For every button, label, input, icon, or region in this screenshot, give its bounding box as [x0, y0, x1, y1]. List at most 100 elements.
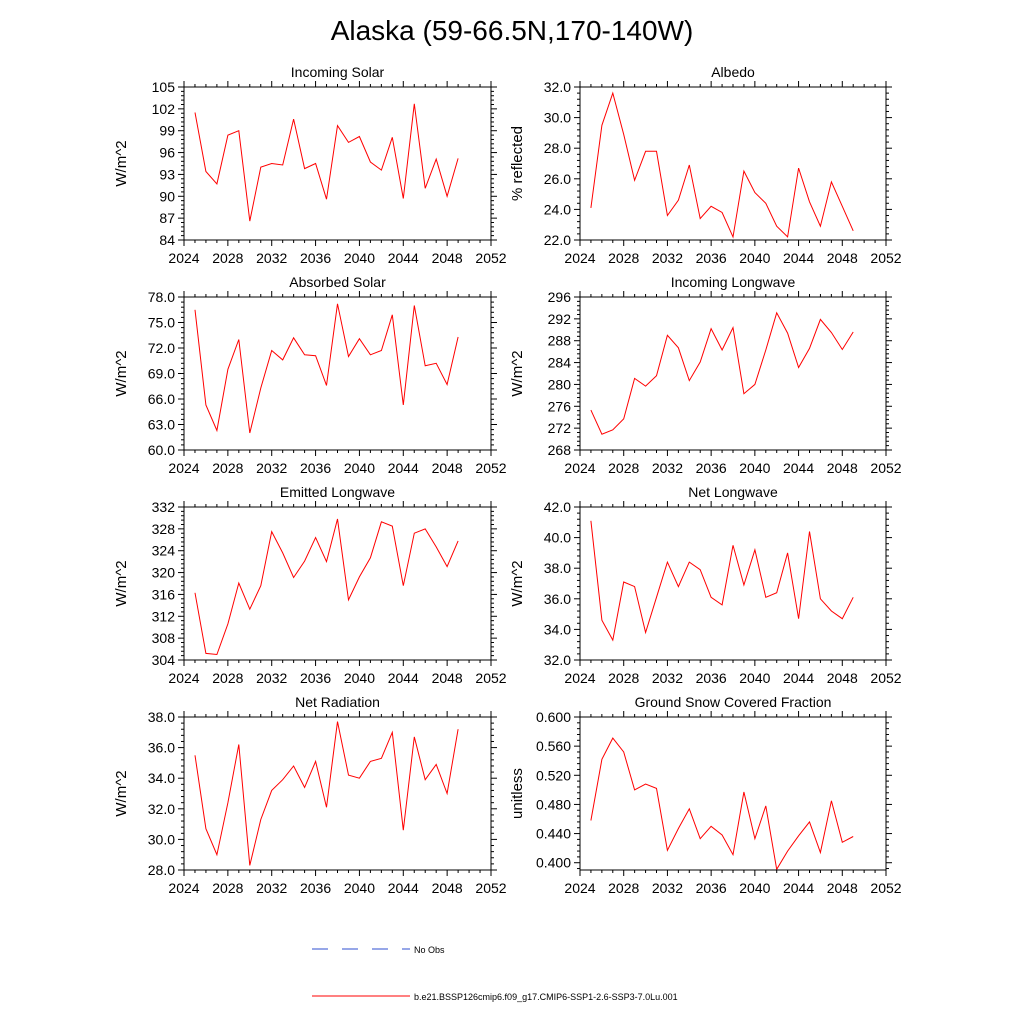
y-tick-label: 28.0 [544, 140, 571, 156]
y-tick-label: 102 [152, 101, 176, 117]
y-tick-label: 332 [152, 499, 176, 515]
x-tick-label: 2028 [608, 880, 639, 896]
y-tick-label: 312 [152, 608, 176, 624]
y-tick-label: 63.0 [148, 417, 175, 433]
x-tick-label: 2036 [696, 460, 727, 476]
x-tick-label: 2036 [696, 250, 727, 266]
x-tick-label: 2024 [168, 250, 199, 266]
x-tick-label: 2028 [212, 460, 243, 476]
plot-frame [579, 506, 887, 661]
y-tick-label: 78.0 [148, 289, 175, 305]
x-tick-label: 2052 [870, 460, 901, 476]
y-tick-label: 38.0 [148, 709, 175, 725]
x-tick-label: 2036 [300, 460, 331, 476]
y-tick-label: 0.480 [536, 796, 571, 812]
panel-title: Ground Snow Covered Fraction [635, 694, 832, 710]
y-axis-label: W/m^2 [113, 770, 130, 816]
x-tick-label: 2048 [432, 250, 463, 266]
x-tick-label: 2032 [652, 250, 683, 266]
x-tick-label: 2040 [344, 670, 375, 686]
y-tick-label: 0.400 [536, 855, 571, 871]
y-axis-label: W/m^2 [113, 350, 130, 396]
y-tick-label: 93 [159, 166, 175, 182]
x-tick-label: 2032 [652, 460, 683, 476]
panel-title: Absorbed Solar [289, 274, 386, 290]
panel-4: 2024 2028 2032 2036 2040 2044 2048 2052 304 308 31… [113, 484, 507, 686]
panel-7: 2024 2028 2032 2036 2040 2044 2048 2052 0.400 0.4… [509, 694, 902, 896]
x-tick-label: 2032 [652, 670, 683, 686]
panel-title: Incoming Solar [291, 64, 385, 80]
y-tick-label: 30.0 [544, 110, 571, 126]
x-tick-label: 2024 [168, 880, 199, 896]
y-axis-label: % reflected [509, 126, 526, 201]
x-tick-label: 2036 [696, 880, 727, 896]
y-tick-label: 30.0 [148, 831, 175, 847]
x-tick-label: 2032 [256, 250, 287, 266]
x-tick-label: 2048 [827, 460, 858, 476]
x-tick-label: 2048 [827, 670, 858, 686]
y-tick-label: 34.0 [544, 621, 571, 637]
x-tick-label: 2044 [783, 460, 814, 476]
y-tick-label: 105 [152, 79, 176, 95]
series-line-0 [590, 91, 854, 239]
series-line-0 [590, 520, 854, 642]
x-tick-label: 2040 [344, 250, 375, 266]
y-tick-label: 276 [548, 398, 572, 414]
x-tick-label: 2048 [827, 250, 858, 266]
y-tick-label: 0.520 [536, 767, 571, 783]
x-tick-label: 2024 [564, 670, 595, 686]
y-tick-label: 42.0 [544, 499, 571, 515]
plot-frame [579, 86, 887, 241]
y-tick-label: 26.0 [544, 171, 571, 187]
y-tick-label: 328 [152, 521, 176, 537]
x-tick-label: 2040 [739, 250, 770, 266]
plot-frame [183, 296, 492, 451]
y-axis-label: W/m^2 [509, 350, 526, 396]
y-tick-label: 36.0 [148, 740, 175, 756]
series-line-0 [194, 303, 459, 434]
y-tick-label: 296 [548, 289, 572, 305]
x-tick-label: 2048 [432, 880, 463, 896]
panel-2: 2024 2028 2032 2036 2040 2044 2048 2052 60.0 63.0… [113, 274, 507, 476]
y-tick-label: 32.0 [544, 652, 571, 668]
x-tick-label: 2048 [432, 460, 463, 476]
x-tick-label: 2028 [608, 460, 639, 476]
x-tick-label: 2052 [475, 250, 506, 266]
y-tick-label: 324 [152, 543, 176, 559]
x-tick-label: 2052 [475, 460, 506, 476]
y-tick-label: 32.0 [544, 79, 571, 95]
y-axis-label: W/m^2 [113, 560, 130, 606]
x-tick-label: 2036 [300, 880, 331, 896]
panel-title: Net Radiation [295, 694, 380, 710]
panel-0: 2024 2028 2032 2036 2040 2044 2048 2052 84 87 90 93… [113, 64, 507, 266]
x-tick-label: 2044 [388, 880, 419, 896]
y-tick-label: 84 [159, 232, 175, 248]
y-tick-label: 87 [159, 210, 175, 226]
series-line-0 [194, 721, 459, 866]
y-tick-label: 288 [548, 333, 572, 349]
y-tick-label: 96 [159, 145, 175, 161]
x-tick-label: 2044 [783, 670, 814, 686]
x-tick-label: 2040 [739, 670, 770, 686]
x-tick-label: 2044 [388, 250, 419, 266]
x-tick-label: 2052 [870, 250, 901, 266]
x-tick-label: 2040 [739, 460, 770, 476]
x-tick-label: 2024 [168, 460, 199, 476]
x-tick-label: 2044 [388, 460, 419, 476]
y-tick-label: 75.0 [148, 315, 175, 331]
y-tick-label: 66.0 [148, 391, 175, 407]
x-tick-label: 2040 [344, 460, 375, 476]
plot-frame [183, 506, 492, 661]
y-tick-label: 284 [548, 355, 572, 371]
series-line-0 [194, 103, 459, 222]
x-tick-label: 2024 [564, 880, 595, 896]
page-title: Alaska (59-66.5N,170-140W) [330, 15, 694, 46]
x-tick-label: 2044 [783, 250, 814, 266]
panel-6: 2024 2028 2032 2036 2040 2044 2048 2052 28.0 30.0… [113, 694, 507, 896]
y-tick-label: 32.0 [148, 801, 175, 817]
legend-label-1: b.e21.BSSP126cmip6.f09_g17.CMIP6-SSP1-2.… [414, 992, 678, 1002]
series-line-0 [194, 518, 459, 656]
y-axis-label: W/m^2 [509, 560, 526, 606]
y-tick-label: 304 [152, 652, 176, 668]
